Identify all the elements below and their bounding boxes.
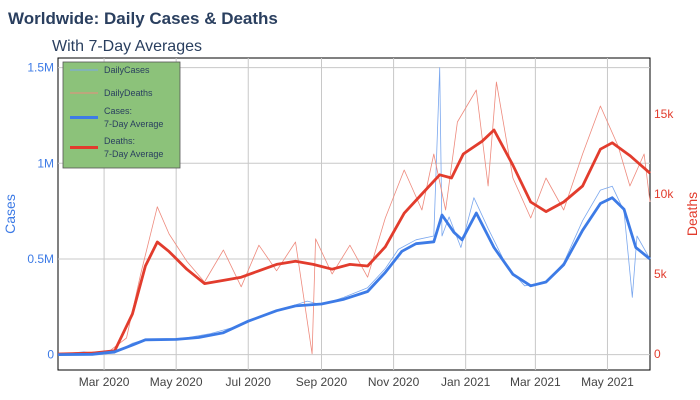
x-tick-label: Jan 2021 xyxy=(441,375,491,389)
right-axis-ticks: 0 5k 10k 15k xyxy=(654,107,674,361)
left-tick-label: 0.5M xyxy=(27,252,54,266)
legend-label: DailyDeaths xyxy=(104,88,153,98)
right-tick-label: 10k xyxy=(654,187,674,201)
series-line xyxy=(57,128,651,356)
right-tick-label: 15k xyxy=(654,107,674,121)
x-tick-label: May 2020 xyxy=(150,375,203,389)
right-axis-title: Deaths xyxy=(684,192,700,236)
right-tick-label: 0 xyxy=(654,347,661,361)
x-tick-label: Mar 2020 xyxy=(79,375,130,389)
legend: DailyCases DailyDeaths Cases: 7-Day Average… xyxy=(62,61,181,169)
left-axis-ticks: 0 0.5M 1M 1.5M xyxy=(27,61,54,362)
x-tick-label: Nov 2020 xyxy=(368,375,420,389)
left-tick-label: 0 xyxy=(47,348,54,362)
right-tick-label: 5k xyxy=(654,267,668,281)
x-axis-ticks: Mar 2020 May 2020 Jul 2020 Sep 2020 Nov 2020… xyxy=(79,375,634,389)
x-tick-label: Jul 2020 xyxy=(226,375,272,389)
left-axis-title: Cases xyxy=(2,194,18,234)
legend-label: Cases: 7-Day Average xyxy=(104,106,163,129)
chart-title: Worldwide: Daily Cases & Deaths xyxy=(8,9,278,28)
x-tick-label: May 2021 xyxy=(581,375,634,389)
series-lines xyxy=(57,67,651,356)
legend-box xyxy=(62,61,181,169)
legend-label: DailyCases xyxy=(104,65,150,75)
series-line xyxy=(57,196,651,356)
left-tick-label: 1.5M xyxy=(27,61,54,75)
x-tick-label: Sep 2020 xyxy=(296,375,348,389)
legend-items: DailyCases DailyDeaths Cases: 7-Day Average… xyxy=(70,65,163,159)
legend-label: Deaths: 7-Day Average xyxy=(104,136,163,159)
x-tick-label: Mar 2021 xyxy=(510,375,561,389)
left-tick-label: 1M xyxy=(37,156,54,170)
chart-subtitle: With 7-Day Averages xyxy=(52,38,202,55)
